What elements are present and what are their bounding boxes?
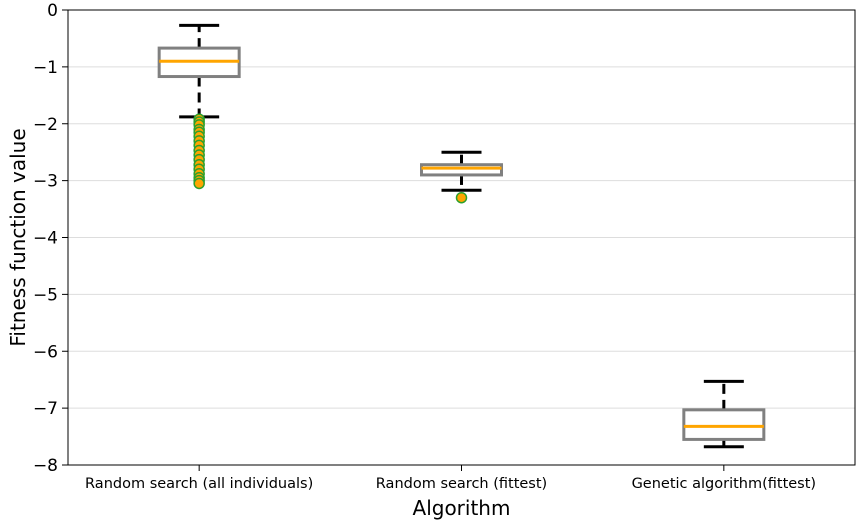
iqr-box <box>420 163 503 177</box>
x-tick-label: Random search (all individuals) <box>85 476 313 492</box>
box-2 <box>420 150 503 204</box>
y-tick-label: −1 <box>33 58 58 78</box>
box-1 <box>157 23 241 190</box>
x-tick-label: Genetic algorithm(fittest) <box>632 476 817 492</box>
x-axis-label: Algorithm <box>413 496 511 520</box>
outlier-point <box>455 191 468 204</box>
outlier-point <box>193 177 205 190</box>
x-axis-ticks: Random search (all individuals) Random se… <box>85 465 816 492</box>
y-axis-ticks: 0 −1 −2 −3 −4 −5 −6 −7 −8 <box>33 1 68 476</box>
iqr-box <box>682 408 766 441</box>
y-tick-label: −4 <box>33 229 58 249</box>
y-tick-label: −6 <box>33 342 58 362</box>
y-axis-label: Fitness function value <box>6 128 30 346</box>
box-3 <box>682 379 766 449</box>
x-tick-label: Random search (fittest) <box>376 476 547 492</box>
boxes <box>157 23 766 449</box>
y-tick-label: −5 <box>33 285 58 305</box>
y-tick-label: 0 <box>47 1 58 21</box>
plot-frame <box>67 9 856 466</box>
y-tick-label: −8 <box>33 456 58 476</box>
y-tick-label: −7 <box>33 399 58 419</box>
y-tick-label: −3 <box>33 172 58 192</box>
y-tick-label: −2 <box>33 115 58 135</box>
